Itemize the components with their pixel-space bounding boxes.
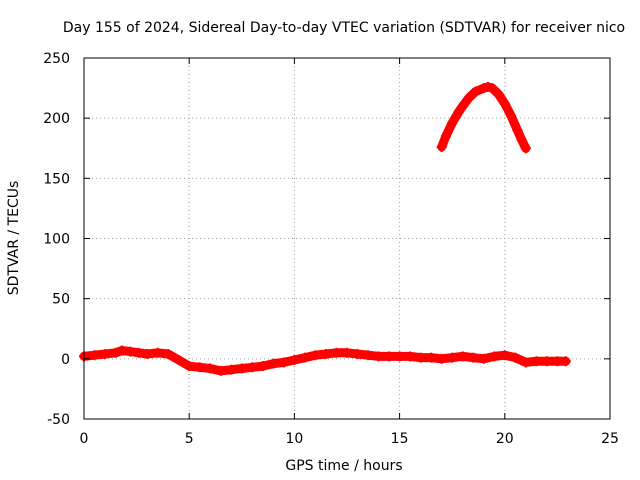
y-tick-label: 0 (61, 352, 70, 368)
y-tick-label: 100 (43, 232, 70, 248)
x-tick-label: 25 (601, 431, 619, 447)
x-axis-label: GPS time / hours (285, 458, 402, 474)
x-tick-label: 20 (496, 431, 514, 447)
axis-ticks: 0 5 10 15 20 25 -50 0 50 100 150 200 250 (43, 51, 619, 447)
y-tick-label: 200 (43, 111, 70, 127)
x-tick-label: 0 (80, 431, 89, 447)
chart-title: Day 155 of 2024, Sidereal Day-to-day VTE… (63, 20, 625, 36)
series-line-1 (437, 82, 531, 153)
x-tick-label: 15 (391, 431, 409, 447)
y-tick-label: 50 (52, 292, 70, 308)
y-axis-label: SDTVAR / TECUs (6, 181, 22, 296)
data-series (79, 81, 571, 376)
x-tick-label: 10 (285, 431, 303, 447)
y-tick-label: 250 (43, 51, 70, 67)
x-tick-label: 5 (185, 431, 194, 447)
y-tick-label: -50 (47, 412, 70, 428)
y-tick-label: 150 (43, 171, 70, 187)
